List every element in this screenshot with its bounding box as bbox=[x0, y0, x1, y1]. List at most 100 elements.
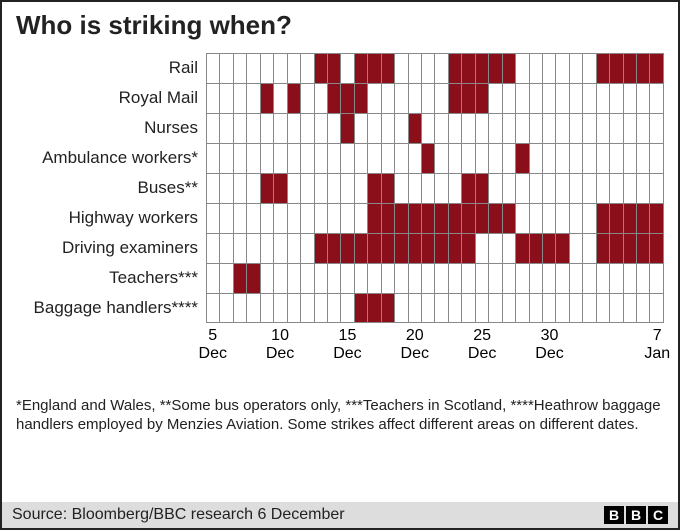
grid-cell bbox=[449, 84, 462, 113]
grid-cell bbox=[516, 144, 529, 173]
grid-cell bbox=[583, 144, 596, 173]
grid-cell bbox=[288, 234, 301, 263]
grid-cell bbox=[516, 294, 529, 322]
grid-cell bbox=[624, 114, 637, 143]
grid-cell bbox=[274, 174, 287, 203]
x-tick-value: 25 bbox=[468, 327, 496, 345]
grid-cell bbox=[301, 114, 314, 143]
grid-cell bbox=[449, 174, 462, 203]
grid-cell bbox=[247, 54, 260, 83]
grid-cell bbox=[341, 54, 354, 83]
x-tick: 30Dec bbox=[535, 327, 563, 364]
grid-cell bbox=[610, 144, 623, 173]
grid-cell bbox=[355, 204, 368, 233]
grid-cell bbox=[583, 204, 596, 233]
x-tick-value: 30 bbox=[535, 327, 563, 345]
footnotes: *England and Wales, **Some bus operators… bbox=[16, 397, 664, 435]
grid-cell bbox=[234, 294, 247, 322]
grid-cell bbox=[341, 264, 354, 293]
grid-cell bbox=[570, 264, 583, 293]
grid-cell bbox=[543, 144, 556, 173]
grid-cell bbox=[462, 294, 475, 322]
grid-cell bbox=[206, 204, 220, 233]
grid-cell bbox=[530, 84, 543, 113]
row-label: Rail bbox=[16, 53, 206, 83]
grid-cell bbox=[247, 234, 260, 263]
grid-cell bbox=[234, 144, 247, 173]
grid-cell bbox=[368, 204, 381, 233]
grid-cell bbox=[637, 294, 650, 322]
grid-cell bbox=[489, 174, 502, 203]
grid-cell bbox=[449, 294, 462, 322]
grid-cell bbox=[556, 264, 569, 293]
grid-cell bbox=[650, 204, 663, 233]
grid-cell bbox=[570, 234, 583, 263]
grid-cell bbox=[395, 294, 408, 322]
grid-cell bbox=[624, 204, 637, 233]
grid-cell bbox=[503, 84, 516, 113]
grid-cell bbox=[489, 54, 502, 83]
grid-cell bbox=[247, 204, 260, 233]
row-labels-column: RailRoyal MailNursesAmbulance workers*Bu… bbox=[16, 53, 206, 373]
grid-cell bbox=[341, 234, 354, 263]
grid-cell bbox=[516, 264, 529, 293]
grid-cell bbox=[503, 114, 516, 143]
grid-cell bbox=[301, 144, 314, 173]
grid-cell bbox=[435, 84, 448, 113]
chart-body: RailRoyal MailNursesAmbulance workers*Bu… bbox=[16, 53, 664, 373]
grid-cell bbox=[610, 84, 623, 113]
grid-cell bbox=[476, 114, 489, 143]
grid-cell bbox=[301, 54, 314, 83]
grid-cell bbox=[234, 174, 247, 203]
grid-cell bbox=[624, 264, 637, 293]
grid-cell bbox=[610, 204, 623, 233]
grid-cell bbox=[610, 294, 623, 322]
grid-cell bbox=[476, 294, 489, 322]
grid-cell bbox=[503, 204, 516, 233]
grid-cell bbox=[624, 144, 637, 173]
grid-cell bbox=[435, 114, 448, 143]
grid-cell bbox=[247, 114, 260, 143]
x-tick-value: 20 bbox=[401, 327, 429, 345]
grid-cell bbox=[315, 204, 328, 233]
grid-cell bbox=[368, 174, 381, 203]
grid-cell bbox=[382, 294, 395, 322]
grid-cell bbox=[597, 114, 610, 143]
grid-cell bbox=[476, 144, 489, 173]
x-tick: 25Dec bbox=[468, 327, 496, 364]
grid-cell bbox=[328, 144, 341, 173]
grid-cell bbox=[637, 54, 650, 83]
grid-cell bbox=[206, 294, 220, 322]
grid-cell bbox=[234, 234, 247, 263]
grid-cell bbox=[355, 294, 368, 322]
x-tick-month: Dec bbox=[401, 345, 429, 363]
grid-cell bbox=[543, 54, 556, 83]
grid-cell bbox=[355, 144, 368, 173]
grid-cell bbox=[503, 54, 516, 83]
grid-cell bbox=[288, 84, 301, 113]
x-tick-month: Dec bbox=[199, 345, 227, 363]
grid-cell bbox=[422, 234, 435, 263]
grid-cell bbox=[435, 264, 448, 293]
x-axis: 5Dec10Dec15Dec20Dec25Dec30Dec7Jan bbox=[206, 325, 664, 373]
grid-cell bbox=[274, 144, 287, 173]
x-tick: 7Jan bbox=[644, 327, 670, 364]
x-tick: 20Dec bbox=[401, 327, 429, 364]
grid-cell bbox=[382, 84, 395, 113]
grid-cell bbox=[261, 264, 274, 293]
grid-cell bbox=[556, 114, 569, 143]
grid-cell bbox=[206, 144, 220, 173]
grid-cell bbox=[422, 204, 435, 233]
grid-cell bbox=[220, 204, 233, 233]
grid-cell bbox=[516, 234, 529, 263]
grid-cell bbox=[556, 54, 569, 83]
grid-cell bbox=[462, 264, 475, 293]
grid-cell bbox=[395, 234, 408, 263]
grid-cell bbox=[543, 114, 556, 143]
grid-row bbox=[206, 263, 664, 293]
grid-cell bbox=[650, 114, 663, 143]
grid-row bbox=[206, 83, 664, 113]
grid-cell bbox=[610, 54, 623, 83]
grid-cell bbox=[206, 174, 220, 203]
grid-cell bbox=[543, 84, 556, 113]
